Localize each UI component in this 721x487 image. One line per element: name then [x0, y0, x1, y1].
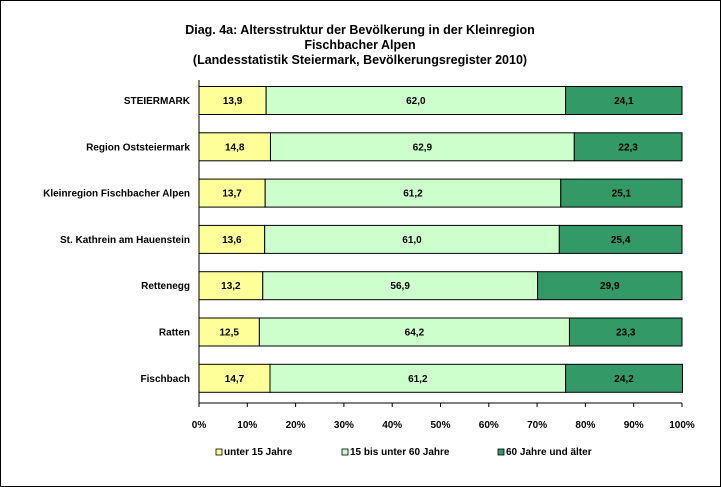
data-label: 12,5 [219, 328, 239, 339]
chart-title-line-1: Diag. 4a: Altersstruktur der Bevölkerung… [185, 23, 535, 37]
bar-segment [568, 317, 683, 347]
data-label: 24,1 [614, 96, 634, 107]
data-label: 14,7 [225, 374, 245, 385]
bar-segment [198, 132, 271, 162]
x-tick-label: 70% [527, 420, 547, 431]
bars-group [198, 86, 683, 393]
bar-segment [264, 224, 560, 254]
data-label: 22,3 [618, 142, 638, 153]
bar-segment [269, 363, 567, 393]
category-label: Region Oststeiermark [86, 142, 190, 153]
bar-segment [265, 86, 567, 115]
x-tick-label: 10% [237, 420, 257, 431]
bar-segment [198, 271, 264, 301]
data-label: 61,0 [402, 235, 422, 246]
x-tick-label: 80% [575, 420, 595, 431]
data-label: 56,9 [390, 281, 410, 292]
category-label: Kleinregion Fischbacher Alpen [43, 189, 190, 200]
data-label: 13,6 [222, 235, 242, 246]
bar-segment [560, 178, 683, 208]
x-tick-label: 50% [430, 420, 450, 431]
legend-label: unter 15 Jahre [224, 447, 293, 458]
data-label: 29,9 [600, 281, 620, 292]
data-label: 14,8 [225, 142, 245, 153]
data-label: 62,9 [413, 142, 433, 153]
x-tick-label: 40% [382, 420, 402, 431]
bar-segment [558, 224, 683, 254]
x-tick-label: 20% [286, 420, 306, 431]
category-label: St. Kathrein am Hauenstein [60, 235, 190, 246]
x-tick-label: 100% [669, 420, 695, 431]
category-labels-group: STEIERMARK Region Oststeiermark Kleinregio… [43, 96, 191, 385]
data-label: 64,2 [405, 328, 425, 339]
bar-segment [537, 271, 683, 301]
bar-segment [269, 132, 575, 162]
data-label: 25,1 [612, 189, 632, 200]
bar-segment [198, 86, 267, 115]
x-tick-label: 30% [334, 420, 354, 431]
chart-title-line-3: (Landesstatistik Steiermark, Bevölkerung… [193, 53, 527, 67]
data-label: 13,7 [222, 189, 242, 200]
x-tick-label: 60% [479, 420, 499, 431]
data-labels-group: 13,9 62,0 24,1 14,8 62,9 22,3 13,7 61,2 25,1 13,6… [219, 96, 638, 385]
x-tick-label: 0% [192, 420, 207, 431]
legend-swatch [497, 448, 505, 456]
bar-segment [198, 363, 271, 393]
bar-segment [565, 363, 683, 393]
data-label: 13,9 [223, 96, 243, 107]
data-label: 24,2 [614, 374, 634, 385]
legend-label: 15 bis unter 60 Jahre [350, 447, 450, 458]
data-label: 61,2 [408, 374, 428, 385]
data-label: 61,2 [403, 189, 423, 200]
bar-segment [565, 86, 683, 115]
legend-swatch [341, 448, 349, 456]
category-label: Ratten [159, 328, 190, 339]
legend-swatch [215, 448, 223, 456]
x-tick-label: 90% [624, 420, 644, 431]
legend: unter 15 Jahre 15 bis unter 60 Jahre 60 Ja… [215, 447, 592, 458]
x-axis: 0% 10% 20% 30% 40% 50% 60% 70% 80% 90% 100% [192, 80, 695, 431]
legend-label: 60 Jahre und älter [506, 447, 592, 458]
data-label: 13,2 [221, 281, 241, 292]
bar-segment [264, 178, 562, 208]
data-label: 25,4 [611, 235, 631, 246]
chart-title-line-2: Fischbacher Alpen [304, 38, 415, 52]
data-label: 62,0 [406, 96, 426, 107]
chart-title: Diag. 4a: Altersstruktur der Bevölkerung… [185, 23, 535, 67]
bar-segment [258, 317, 570, 347]
category-label: Rettenegg [141, 281, 190, 292]
category-label: Fischbach [141, 374, 190, 385]
bar-segment [573, 132, 683, 162]
category-label: STEIERMARK [124, 96, 191, 107]
data-label: 23,3 [616, 328, 636, 339]
